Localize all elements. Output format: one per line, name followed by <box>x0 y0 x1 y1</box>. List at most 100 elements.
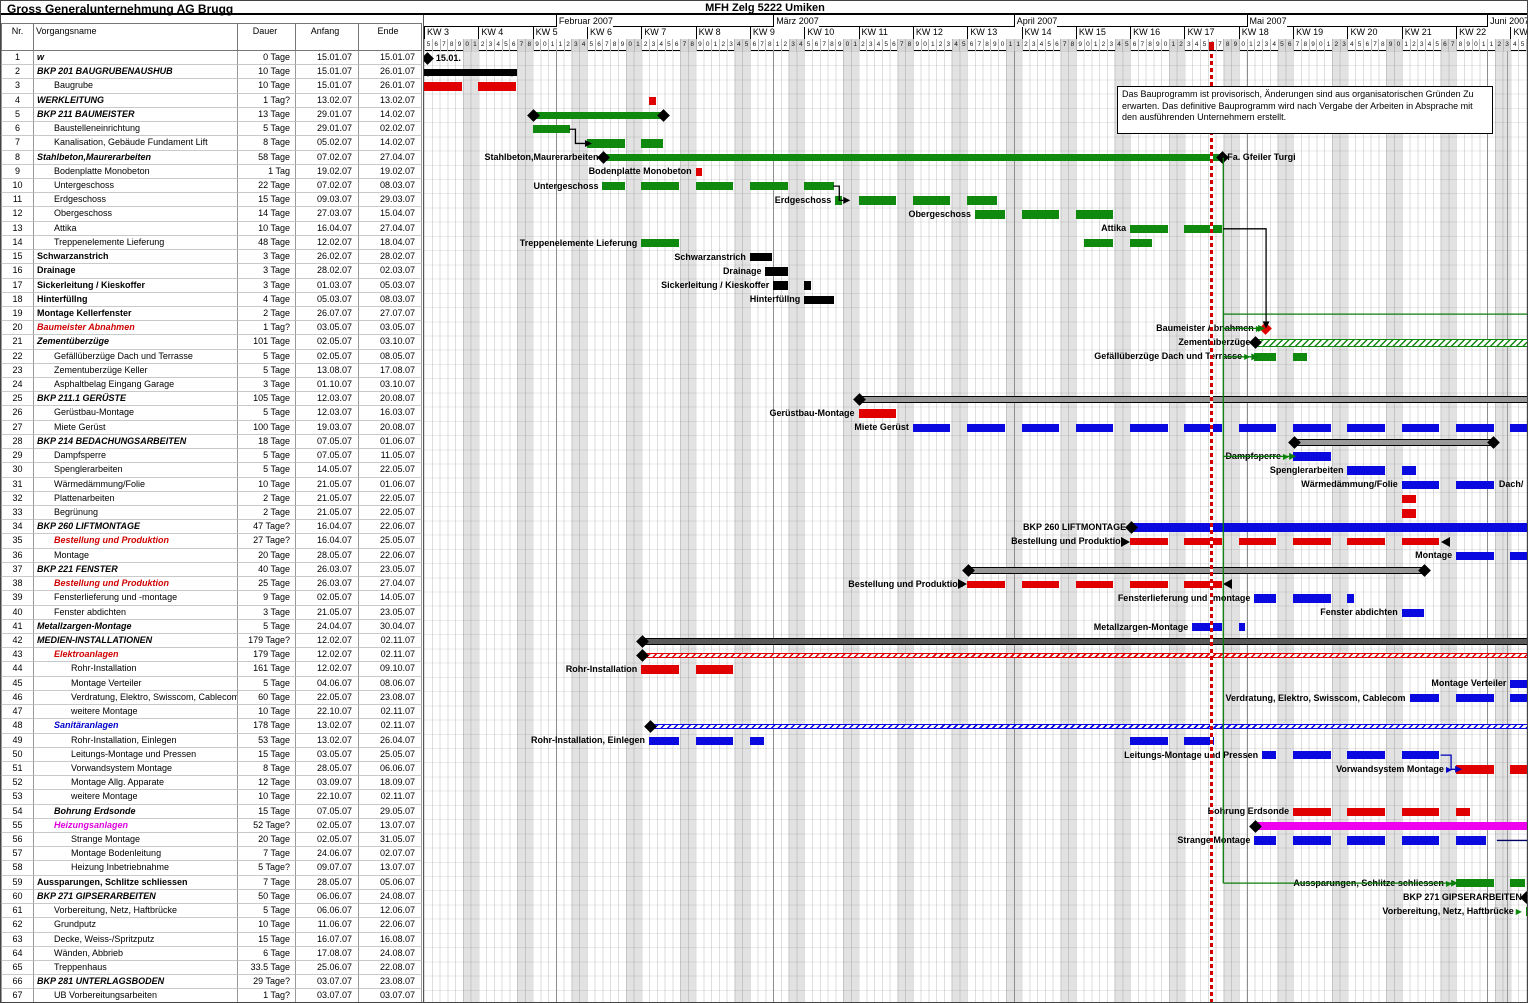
task-bar-segment[interactable] <box>1347 807 1386 817</box>
task-duration[interactable]: 6 Tage <box>238 946 296 961</box>
summary-bar[interactable] <box>1254 338 1527 347</box>
task-start[interactable]: 25.06.07 <box>296 961 359 976</box>
task-name[interactable]: Grundputz <box>34 918 238 933</box>
task-name[interactable]: WERKLEITUNG <box>34 93 238 108</box>
task-end[interactable]: 02.11.07 <box>359 633 422 649</box>
task-name[interactable]: Spenglerarbeiten <box>34 463 238 478</box>
task-name[interactable]: Fensterlieferung und -montage <box>34 591 238 606</box>
task-bar-segment[interactable] <box>773 281 788 290</box>
task-bar-segment[interactable] <box>912 423 951 433</box>
task-bar-segment[interactable] <box>695 736 734 746</box>
task-duration[interactable]: 15 Tage <box>238 932 296 947</box>
task-end[interactable]: 23.08.07 <box>359 690 422 706</box>
task-bar-segment[interactable] <box>1021 581 1060 588</box>
task-start[interactable]: 07.05.07 <box>296 804 359 819</box>
task-bar-segment[interactable] <box>1293 352 1308 362</box>
task-bar-segment[interactable] <box>1130 538 1168 545</box>
task-name[interactable]: Bohrung Erdsonde <box>34 804 238 819</box>
task-bar-segment[interactable] <box>1401 750 1440 760</box>
task-name[interactable]: Fenster abdichten <box>34 605 238 620</box>
task-bar-segment[interactable] <box>1075 423 1114 433</box>
task-end[interactable]: 26.01.07 <box>359 79 422 94</box>
task-bar-segment[interactable] <box>1456 836 1486 845</box>
task-name[interactable]: Treppenelemente Lieferung <box>34 235 238 251</box>
table-row[interactable]: 44 Rohr-Installation 161 Tage 12.02.07 09.10… <box>1 662 423 677</box>
task-bar-segment[interactable] <box>1456 807 1471 817</box>
task-start[interactable]: 12.02.07 <box>296 235 359 251</box>
task-bar-segment[interactable] <box>967 581 1005 588</box>
task-start[interactable]: 13.02.07 <box>296 719 359 734</box>
table-row[interactable]: 29 Dampfsperre 5 Tage 07.05.07 11.05.07 <box>1 449 423 464</box>
task-bar-segment[interactable] <box>641 665 679 674</box>
task-end[interactable]: 11.05.07 <box>359 449 422 464</box>
task-bar-segment[interactable] <box>1347 538 1386 545</box>
task-duration[interactable]: 101 Tage <box>238 335 296 350</box>
task-bar-segment[interactable] <box>804 181 835 191</box>
task-name[interactable]: Vorwandsystem Montage <box>34 761 238 777</box>
task-start[interactable]: 02.05.07 <box>296 591 359 606</box>
task-duration[interactable]: 33.5 Tage <box>238 961 296 976</box>
task-start[interactable]: 13.02.07 <box>296 93 359 108</box>
task-duration[interactable]: 5 Tage <box>238 904 296 919</box>
task-end[interactable]: 20.08.07 <box>359 392 422 407</box>
task-start[interactable]: 07.02.07 <box>296 178 359 194</box>
task-end[interactable]: 18.09.07 <box>359 776 422 791</box>
task-bar-segment[interactable] <box>974 210 1005 219</box>
task-name[interactable]: Miete Gerüst <box>34 420 238 435</box>
table-row[interactable]: 4 WERKLEITUNG 1 Tag? 13.02.07 13.02.07 <box>1 93 423 108</box>
task-duration[interactable]: 12 Tage <box>238 776 296 791</box>
task-duration[interactable]: 100 Tage <box>238 420 296 435</box>
task-start[interactable]: 02.05.07 <box>296 833 359 848</box>
task-duration[interactable]: 5 Tage <box>238 619 296 634</box>
task-bar-segment[interactable] <box>532 124 571 134</box>
task-start[interactable]: 14.05.07 <box>296 463 359 478</box>
task-name[interactable]: Erdgeschoss <box>34 193 238 208</box>
table-row[interactable]: 8 Stahlbeton,Maurerarbeiten 58 Tage 07.02.0… <box>1 150 423 165</box>
task-end[interactable]: 28.02.07 <box>359 250 422 265</box>
task-bar-segment[interactable] <box>1456 765 1494 774</box>
task-bar-segment[interactable] <box>1192 622 1223 632</box>
task-duration[interactable]: 5 Tage <box>238 349 296 364</box>
summary-bar[interactable] <box>602 154 1224 162</box>
task-bar-segment[interactable] <box>1184 736 1215 746</box>
task-duration[interactable]: 10 Tage <box>238 705 296 720</box>
task-duration[interactable]: 2 Tage <box>238 306 296 322</box>
task-name[interactable]: w <box>34 51 238 66</box>
task-name[interactable]: BKP 271 GIPSERARBEITEN <box>34 889 238 905</box>
task-start[interactable]: 28.02.07 <box>296 264 359 279</box>
task-duration[interactable]: 0 Tage <box>238 51 296 66</box>
task-bar-segment[interactable] <box>1184 581 1223 588</box>
task-name[interactable]: Bestellung und Produktion <box>34 534 238 549</box>
task-end[interactable]: 15.04.07 <box>359 207 422 222</box>
task-end[interactable]: 14.05.07 <box>359 591 422 606</box>
task-end[interactable]: 13.02.07 <box>359 93 422 108</box>
table-row[interactable]: 37 BKP 221 FENSTER 40 Tage 26.03.07 23.05.07 <box>1 562 423 578</box>
task-name[interactable]: Aussparungen, Schlitze schliessen <box>34 875 238 890</box>
summary-bar[interactable] <box>858 395 1527 403</box>
task-end[interactable]: 27.04.07 <box>359 150 422 165</box>
task-bar-segment[interactable] <box>967 423 1005 433</box>
task-start[interactable]: 05.02.07 <box>296 136 359 151</box>
table-row[interactable]: 24 Asphaltbelag Eingang Garage 3 Tage 01.10… <box>1 378 423 393</box>
summary-bar[interactable] <box>1130 523 1527 532</box>
task-start[interactable]: 21.05.07 <box>296 506 359 521</box>
task-start[interactable]: 26.03.07 <box>296 577 359 592</box>
task-bar-segment[interactable] <box>1238 538 1277 545</box>
task-name[interactable]: Strange Montage <box>34 833 238 848</box>
table-row[interactable]: 57 Montage Bodenleitung 7 Tage 24.06.07 02.0… <box>1 847 423 862</box>
task-end[interactable]: 02.03.07 <box>359 264 422 279</box>
task-name[interactable]: Decke, Weiss-/Spritzputz <box>34 932 238 947</box>
column-header-name[interactable]: Vorgangsname <box>34 23 238 51</box>
task-bar-segment[interactable] <box>1130 238 1153 248</box>
task-name[interactable]: weitere Montage <box>34 790 238 805</box>
task-duration[interactable]: 20 Tage <box>238 833 296 848</box>
task-start[interactable]: 19.03.07 <box>296 420 359 435</box>
task-bar-segment[interactable] <box>1347 594 1354 603</box>
table-row[interactable]: 32 Plattenarbeiten 2 Tage 21.05.07 22.05.07 <box>1 491 423 506</box>
task-bar-segment[interactable] <box>641 139 664 148</box>
task-duration[interactable]: 10 Tage <box>238 65 296 80</box>
column-header-nr[interactable]: Nr. <box>1 23 34 51</box>
task-bar-segment[interactable] <box>1525 907 1527 916</box>
column-header-anfang[interactable]: Anfang <box>296 23 359 51</box>
table-row[interactable]: 46 Verdratung, Elektro, Swisscom, Cableco… <box>1 690 423 706</box>
